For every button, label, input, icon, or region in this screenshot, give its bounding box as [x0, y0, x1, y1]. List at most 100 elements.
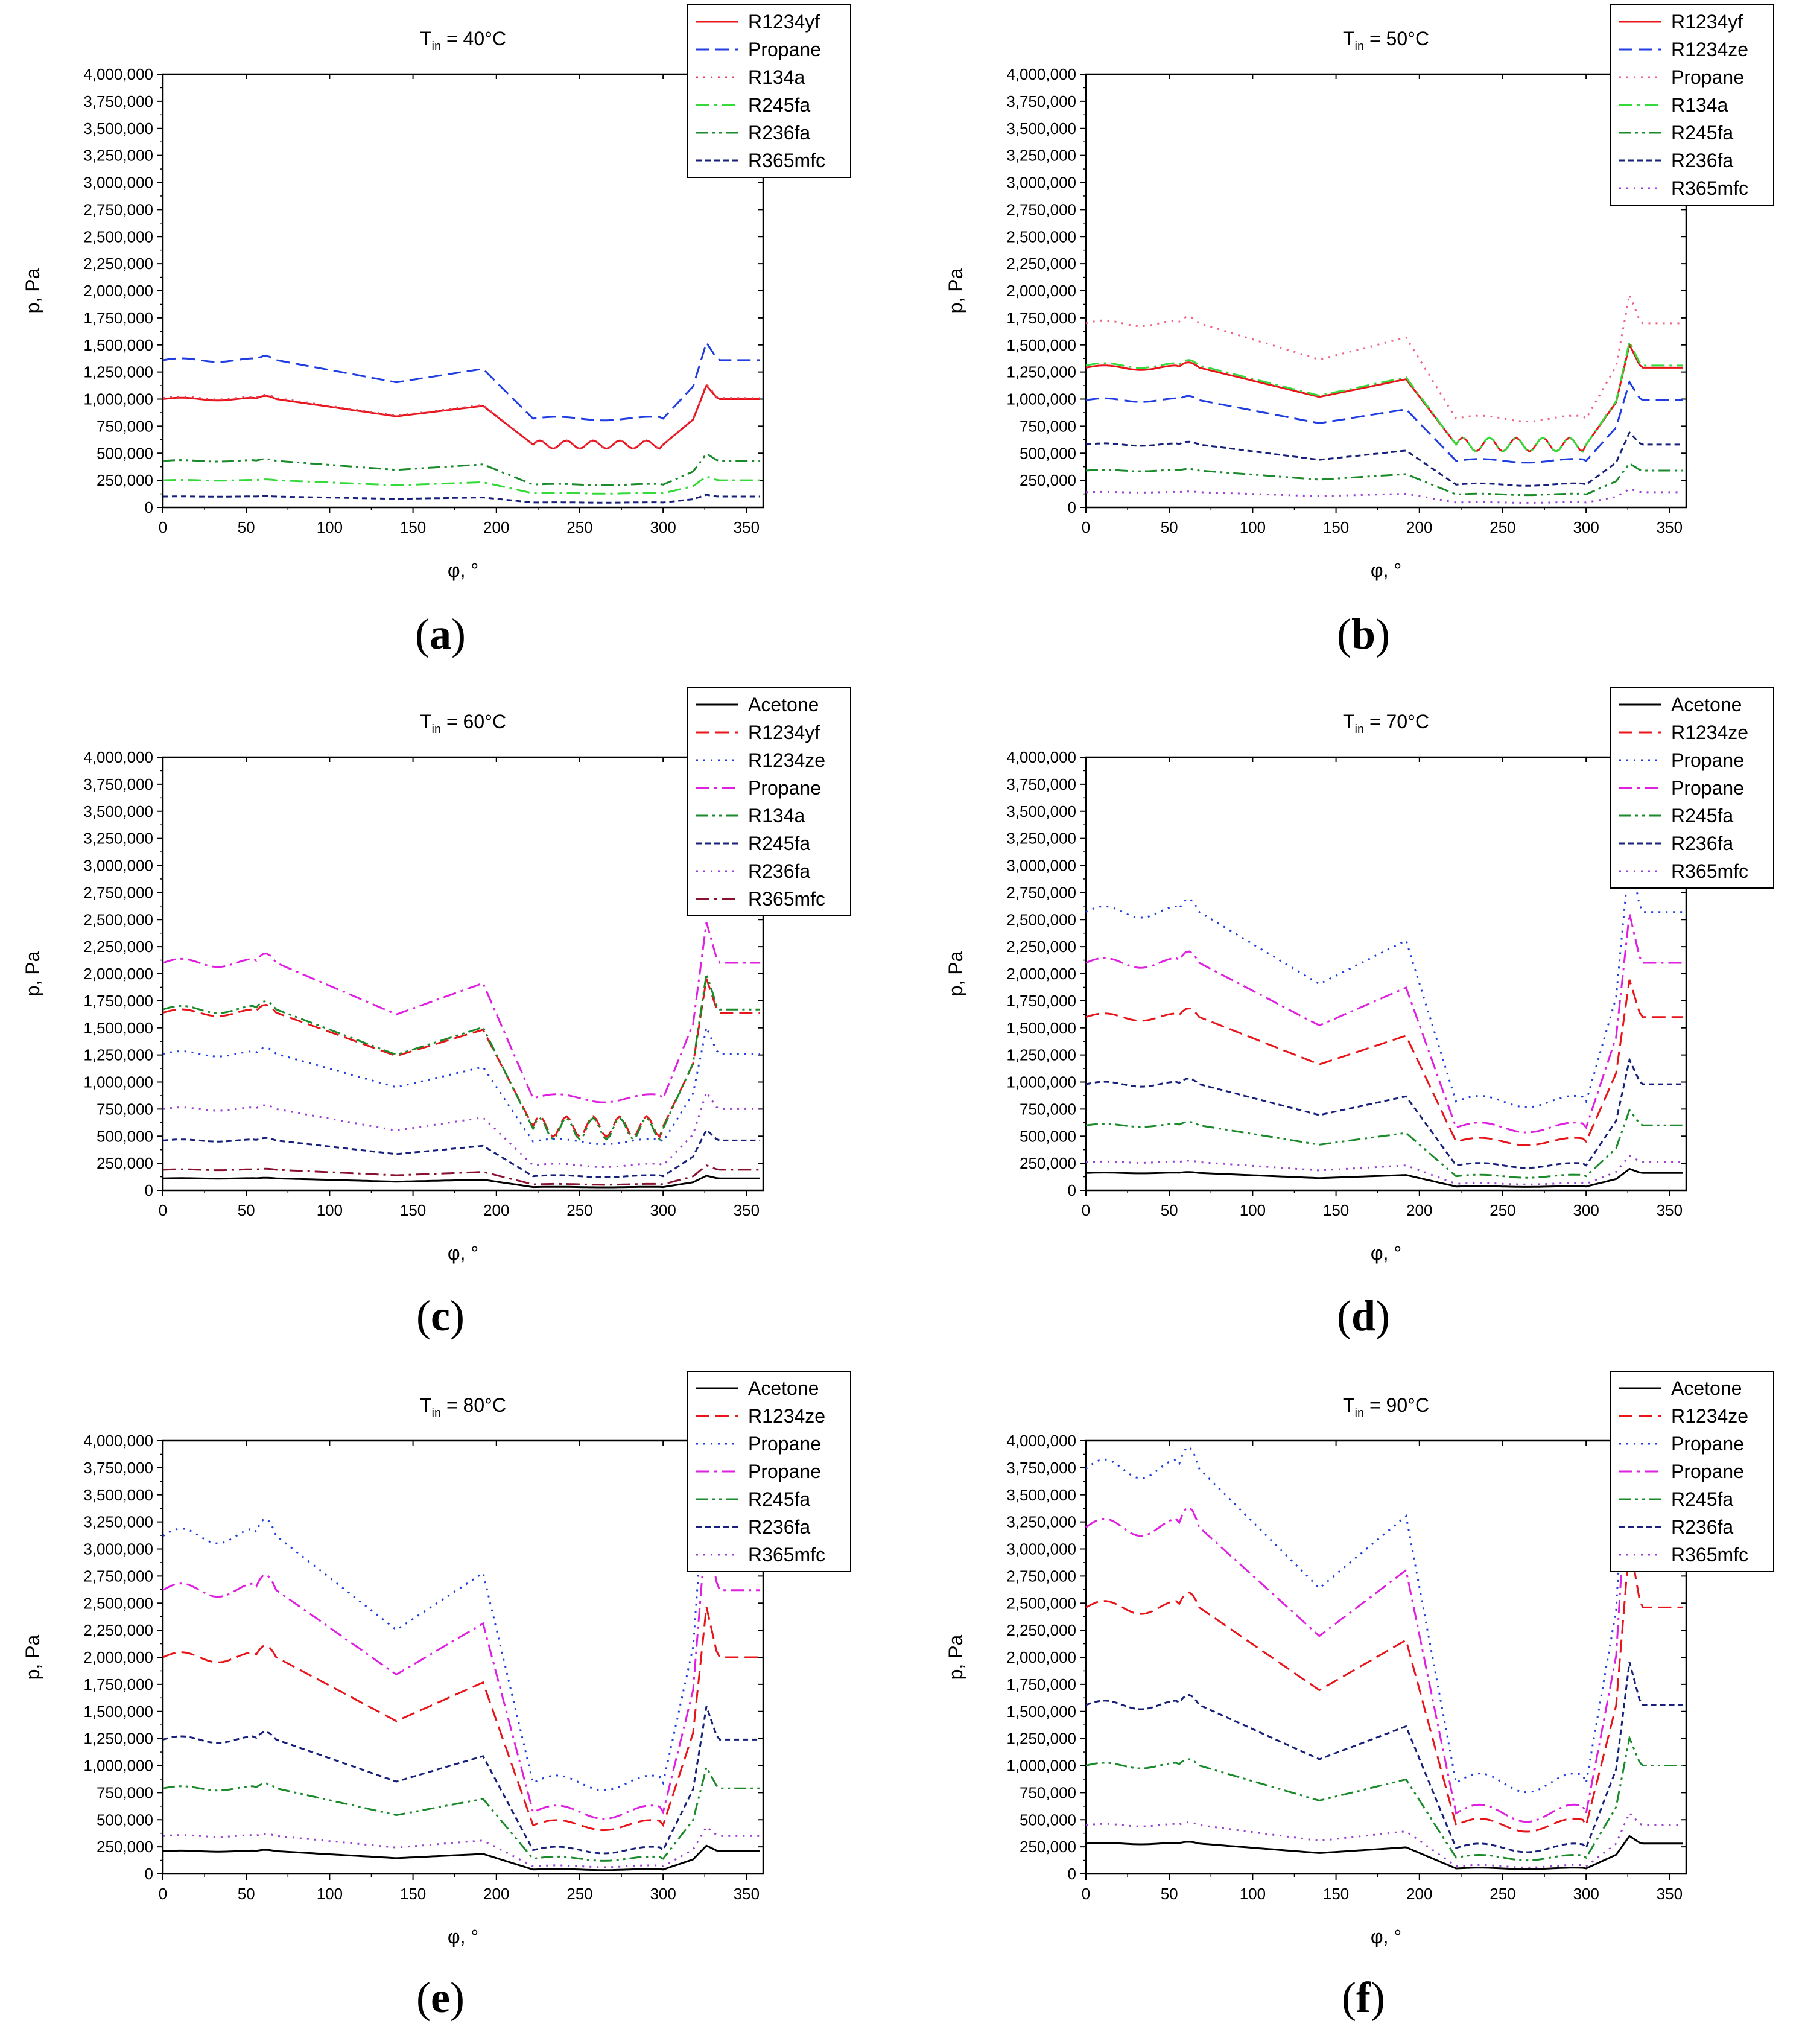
x-tick-label: 300	[1573, 518, 1599, 536]
y-tick-label: 3,000,000	[83, 857, 153, 875]
x-tick-label: 250	[566, 518, 592, 536]
legend-entry: R134a	[748, 66, 805, 88]
series-line-r245fa	[162, 475, 760, 495]
panel-label-close: )	[1375, 610, 1390, 658]
y-tick-label: 1,250,000	[1006, 1046, 1076, 1064]
series-line-r236fa	[1085, 1057, 1683, 1169]
legend-entry: Propane	[1671, 749, 1744, 771]
panel-label-open: (	[416, 1292, 431, 1340]
y-tick-label: 3,000,000	[1006, 857, 1076, 875]
legend-entry: Propane	[748, 1461, 821, 1482]
y-axis-label: p, Pa	[22, 1634, 43, 1680]
y-tick-label: 1,750,000	[1006, 992, 1076, 1010]
panel-label: (e)	[416, 1973, 465, 2022]
x-tick-label: 350	[1657, 1885, 1683, 1903]
x-tick-label: 100	[317, 518, 343, 536]
y-tick-label: 2,500,000	[1006, 227, 1076, 246]
series-line-r245fa	[1085, 462, 1683, 497]
y-tick-label: 2,250,000	[1006, 1621, 1076, 1639]
series-line-r236fa	[1085, 431, 1683, 487]
y-tick-label: 1,500,000	[1006, 336, 1076, 354]
legend-entry: R236fa	[748, 860, 810, 882]
y-tick-label: 3,250,000	[1006, 147, 1076, 165]
y-tick-label: 3,750,000	[83, 775, 153, 793]
x-tick-label: 200	[483, 518, 509, 536]
title-suffix: = 50°C	[1364, 28, 1429, 49]
y-tick-label: 3,500,000	[83, 802, 153, 820]
x-axis-label: φ, °	[448, 1242, 478, 1264]
y-tick-label: 250,000	[97, 1838, 153, 1856]
legend-entry: R134a	[748, 805, 805, 827]
y-tick-label: 4,000,000	[83, 748, 153, 766]
y-tick-label: 250,000	[1020, 1154, 1076, 1172]
y-tick-label: 2,750,000	[83, 1567, 153, 1585]
panel-label: (c)	[416, 1292, 465, 1340]
y-tick-label: 250,000	[97, 1154, 153, 1172]
y-tick-label: 500,000	[97, 1811, 153, 1829]
y-tick-label: 1,500,000	[83, 336, 153, 354]
legend-entry: Acetone	[1671, 694, 1742, 716]
panel-label-letter: c	[431, 1292, 450, 1340]
y-tick-label: 3,750,000	[83, 92, 153, 110]
legend-entry: R365mfc	[748, 1544, 825, 1566]
series-line-r134a	[162, 973, 760, 1141]
x-tick-label: 250	[566, 1885, 592, 1903]
y-tick-label: 1,250,000	[83, 363, 153, 381]
x-tick-label: 350	[734, 1201, 760, 1219]
series-line-r134a	[1085, 338, 1683, 453]
y-axis-label: p, Pa	[945, 951, 966, 996]
y-tick-label: 2,250,000	[83, 1621, 153, 1639]
y-tick-label: 750,000	[1020, 1100, 1076, 1118]
y-tick-label: 2,750,000	[1006, 883, 1076, 901]
y-tick-label: 2,500,000	[1006, 910, 1076, 928]
series-line-r236fa	[162, 1706, 760, 1855]
legend-entry: R1234yf	[748, 722, 820, 743]
y-tick-label: 1,500,000	[1006, 1703, 1076, 1721]
series-line-r365mfc	[162, 1164, 760, 1186]
panel-label: (a)	[415, 610, 466, 658]
legend-entry: R365mfc	[748, 150, 825, 171]
x-tick-label: 300	[1573, 1885, 1599, 1903]
y-axis-label: p, Pa	[945, 268, 966, 313]
panel-label-open: (	[1337, 1292, 1351, 1340]
y-tick-label: 0	[1068, 1865, 1076, 1883]
series-line-r245fa	[162, 1128, 760, 1178]
title-prefix: T	[420, 1394, 432, 1416]
title-prefix: T	[1343, 28, 1355, 49]
y-tick-label: 0	[1068, 498, 1076, 516]
y-tick-label: 2,000,000	[1006, 282, 1076, 300]
legend-entry: R1234ze	[748, 749, 825, 771]
legend-entry: R1234ze	[1671, 722, 1748, 743]
y-tick-label: 750,000	[1020, 1783, 1076, 1801]
chart-title: Tin = 70°C	[1343, 711, 1429, 736]
y-tick-label: 4,000,000	[1006, 748, 1076, 766]
panel-label-close: )	[1375, 1292, 1390, 1340]
y-tick-label: 3,250,000	[83, 830, 153, 848]
x-tick-label: 150	[400, 1885, 426, 1903]
x-tick-label: 0	[1082, 518, 1090, 536]
y-tick-label: 3,250,000	[1006, 1513, 1076, 1531]
y-tick-label: 750,000	[97, 1783, 153, 1801]
y-tick-label: 500,000	[97, 1127, 153, 1145]
title-prefix: T	[420, 28, 432, 49]
title-subscript: in	[432, 723, 442, 736]
x-tick-label: 150	[1323, 1885, 1349, 1903]
series-line-r1234ze	[1085, 979, 1683, 1146]
y-tick-label: 2,500,000	[1006, 1594, 1076, 1612]
legend-entry: R365mfc	[1671, 860, 1748, 882]
title-prefix: T	[1343, 711, 1355, 732]
y-tick-label: 500,000	[97, 444, 153, 462]
y-tick-label: 750,000	[97, 417, 153, 435]
y-tick-label: 0	[145, 1865, 153, 1883]
panel-label-open: (	[416, 1973, 431, 2022]
panel-label-letter: a	[430, 610, 451, 658]
y-tick-label: 1,750,000	[1006, 1675, 1076, 1693]
y-tick-label: 3,500,000	[1006, 1486, 1076, 1504]
y-tick-label: 3,750,000	[1006, 775, 1076, 793]
y-tick-label: 2,750,000	[1006, 1567, 1076, 1585]
legend-entry: R236fa	[1671, 150, 1733, 171]
x-tick-label: 250	[1490, 1885, 1515, 1903]
y-tick-label: 500,000	[1020, 1127, 1076, 1145]
y-tick-label: 1,750,000	[83, 1675, 153, 1693]
legend-entry: R245fa	[1671, 122, 1733, 144]
